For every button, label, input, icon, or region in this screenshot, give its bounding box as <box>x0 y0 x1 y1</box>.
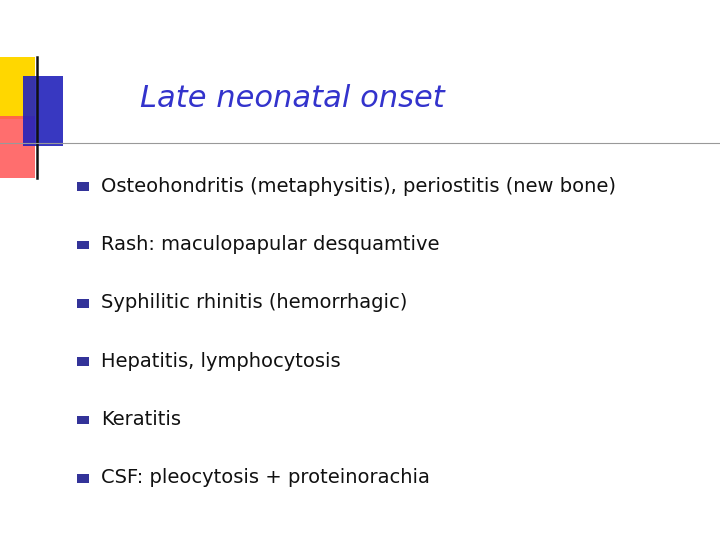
Text: Syphilitic rhinitis (hemorrhagic): Syphilitic rhinitis (hemorrhagic) <box>101 293 408 313</box>
Text: Keratitis: Keratitis <box>101 410 181 429</box>
Bar <box>77 299 89 308</box>
Bar <box>77 183 89 191</box>
Text: Late neonatal onset: Late neonatal onset <box>140 84 445 113</box>
Bar <box>0 116 35 178</box>
Bar <box>77 474 89 483</box>
Bar <box>23 76 63 146</box>
Text: Hepatitis, lymphocytosis: Hepatitis, lymphocytosis <box>101 352 341 371</box>
Text: CSF: pleocytosis + proteinorachia: CSF: pleocytosis + proteinorachia <box>101 468 430 488</box>
Text: Osteohondritis (metaphysitis), periostitis (new bone): Osteohondritis (metaphysitis), periostit… <box>101 177 616 196</box>
Bar <box>77 241 89 249</box>
Bar <box>77 416 89 424</box>
Bar <box>77 357 89 366</box>
Bar <box>0 57 35 119</box>
Text: Rash: maculopapular desquamtive: Rash: maculopapular desquamtive <box>101 235 439 254</box>
